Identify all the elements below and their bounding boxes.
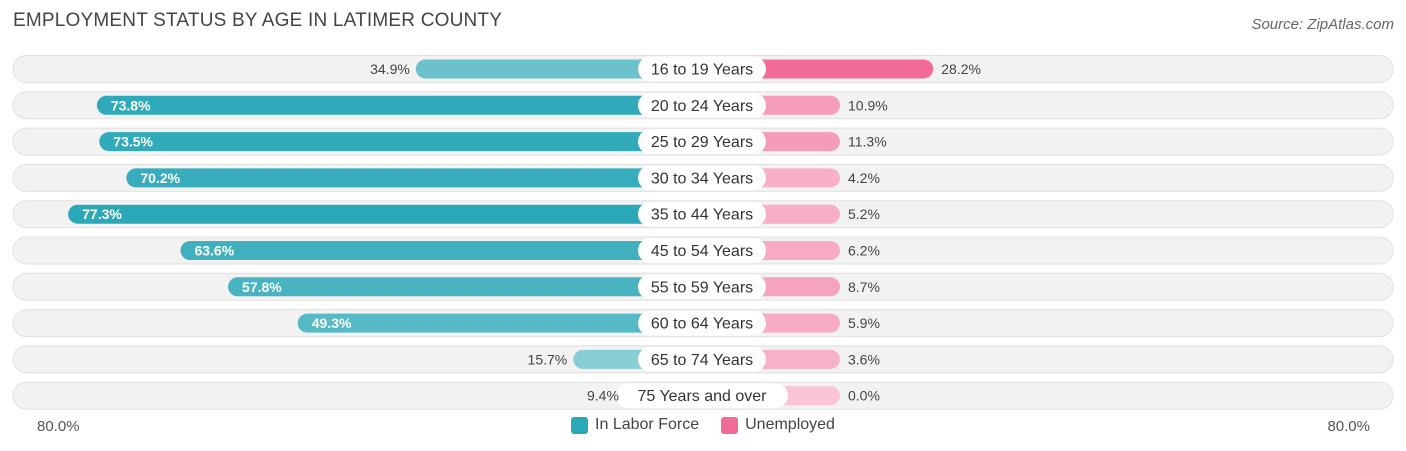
legend: In Labor Force Unemployed [0,416,1406,434]
value-label-unemployed: 0.0% [848,388,880,404]
bar-labor-force [68,204,702,224]
chart-row: 55 to 59 Years 57.8% 8.7% [12,272,1394,301]
chart-row: 25 to 29 Years 73.5% 11.3% [12,127,1394,156]
value-label-labor-force: 73.8% [111,97,151,113]
category-label-background [638,92,766,118]
category-label-background [638,165,766,191]
value-label-labor-force: 49.3% [312,315,352,331]
value-label-labor-force: 57.8% [242,279,282,295]
axis-left-label: 80.0% [37,418,80,435]
bar-labor-force [228,277,703,297]
value-label-unemployed: 5.2% [848,206,880,222]
bar-labor-force [126,168,703,188]
bar-labor-force [297,313,702,333]
category-label-background [638,346,766,372]
value-label-unemployed: 28.2% [941,61,981,77]
category-label: 30 to 34 Years [651,170,753,187]
category-label: 45 to 54 Years [651,243,753,260]
value-label-unemployed: 6.2% [848,243,880,259]
chart-title: EMPLOYMENT STATUS BY AGE IN LATIMER COUN… [13,10,503,31]
chart-row: 65 to 74 Years 15.7% 3.6% [12,345,1394,374]
category-label-background [638,129,766,155]
category-label: 16 to 19 Years [651,62,753,79]
category-label: 25 to 29 Years [651,134,753,151]
value-label-unemployed: 3.6% [848,351,880,367]
category-label-background [616,383,788,409]
chart-row: 20 to 24 Years 73.8% 10.9% [12,91,1394,120]
legend-swatch-labor-force [571,416,589,434]
value-label-labor-force: 77.3% [82,206,122,222]
category-label: 60 to 64 Years [651,316,753,333]
bar-labor-force [96,95,703,115]
axis-right-label: 80.0% [1327,418,1370,435]
legend-item-labor-force: In Labor Force [571,416,699,434]
value-label-labor-force: 15.7% [528,351,568,367]
category-label: 65 to 74 Years [651,352,753,369]
category-label: 55 to 59 Years [651,279,753,296]
value-label-unemployed: 4.2% [848,170,880,186]
chart-row: 35 to 44 Years 77.3% 5.2% [12,200,1394,229]
value-label-unemployed: 11.3% [848,134,887,150]
chart-row: 30 to 34 Years 70.2% 4.2% [12,163,1394,192]
legend-item-unemployed: Unemployed [721,416,835,434]
value-label-unemployed: 5.9% [848,315,880,331]
chart-row: 75 Years and over 9.4% 0.0% [12,381,1394,410]
value-label-unemployed: 10.9% [848,97,888,113]
value-label-labor-force: 63.6% [194,243,234,259]
legend-label-labor-force: In Labor Force [595,416,700,433]
value-label-labor-force: 34.9% [370,61,410,77]
category-label-background [638,310,766,336]
legend-label-unemployed: Unemployed [745,416,835,433]
chart-row: 45 to 54 Years 63.6% 6.2% [12,236,1394,265]
category-label-background [638,238,766,263]
legend-swatch-unemployed [721,416,739,434]
bar-labor-force [415,59,702,79]
value-label-labor-force: 70.2% [140,170,180,186]
value-label-labor-force: 9.4% [587,388,619,404]
value-label-unemployed: 8.7% [848,279,880,295]
chart-source: Source: ZipAtlas.com [1251,16,1394,33]
chart-row: 60 to 64 Years 49.3% 5.9% [12,309,1394,338]
category-label-background [638,274,766,300]
bar-labor-force [180,241,703,260]
category-label: 75 Years and over [638,388,768,405]
category-label-background [638,56,766,82]
value-label-labor-force: 73.5% [113,134,153,150]
category-label-background [638,201,766,227]
category-label: 35 to 44 Years [651,207,753,224]
bar-labor-force [99,132,703,152]
category-label: 20 to 24 Years [651,98,753,115]
chart-row: 16 to 19 Years 34.9% 28.2% [12,55,1394,83]
